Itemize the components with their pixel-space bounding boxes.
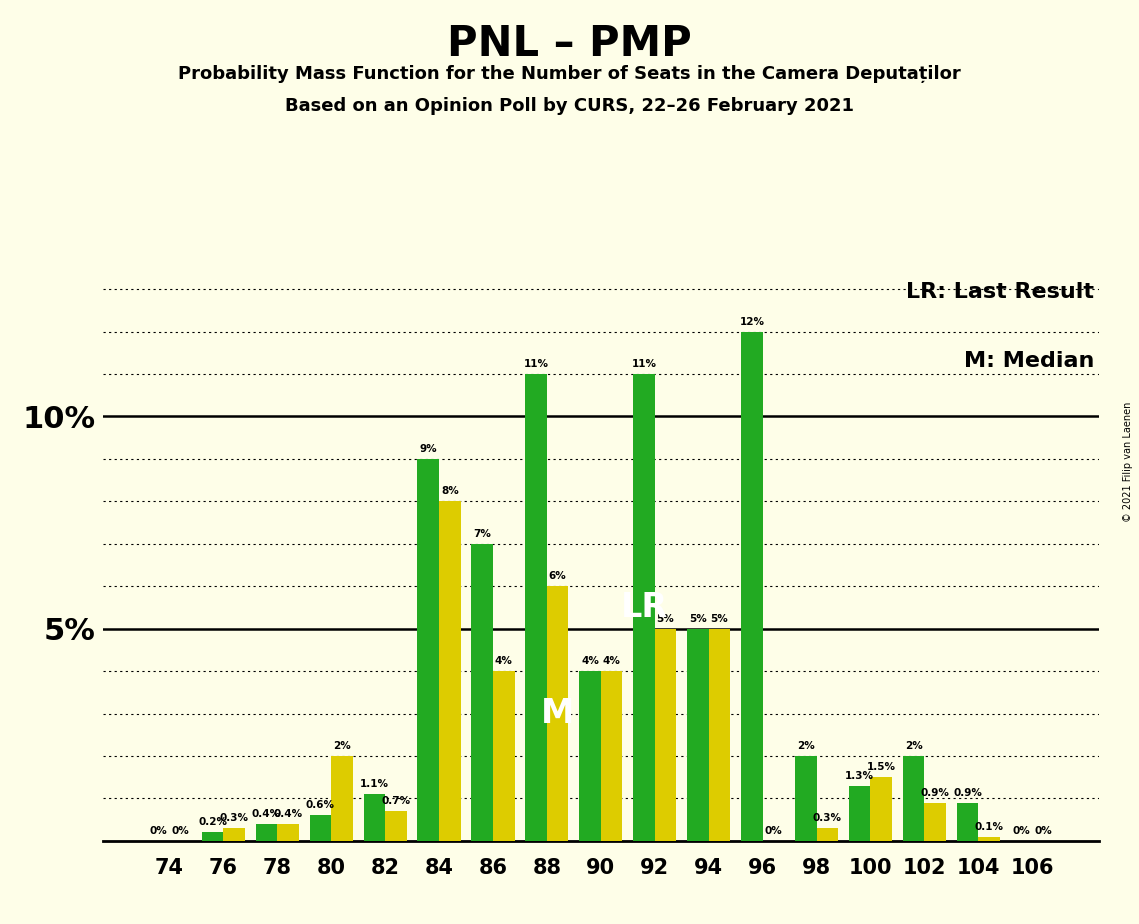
Text: 0%: 0% [1013,826,1031,835]
Text: 0.7%: 0.7% [382,796,410,806]
Text: 5%: 5% [711,614,728,624]
Text: 0.2%: 0.2% [198,817,227,827]
Text: 0.4%: 0.4% [252,808,281,819]
Bar [472,544,493,841]
Bar [385,811,407,841]
Text: 7%: 7% [473,529,491,539]
Text: 4%: 4% [603,656,621,666]
Bar [925,803,947,841]
Text: 0.3%: 0.3% [220,813,248,823]
Text: 11%: 11% [631,359,656,369]
Text: PNL – PMP: PNL – PMP [448,23,691,65]
Bar [439,502,460,841]
Text: 1.3%: 1.3% [845,771,875,781]
Text: 2%: 2% [904,741,923,751]
Text: Probability Mass Function for the Number of Seats in the Camera Deputaților: Probability Mass Function for the Number… [178,65,961,82]
Bar [978,836,1000,841]
Text: 0%: 0% [764,826,782,835]
Bar [363,794,385,841]
Text: 9%: 9% [419,444,437,454]
Text: 0%: 0% [149,826,167,835]
Text: 0.6%: 0.6% [306,800,335,810]
Bar [870,777,892,841]
Bar [255,824,277,841]
Bar [817,828,838,841]
Bar [547,586,568,841]
Bar [223,828,245,841]
Text: LR: LR [621,591,667,624]
Text: 0.9%: 0.9% [953,787,982,797]
Text: 8%: 8% [441,486,459,496]
Text: 0%: 0% [1034,826,1052,835]
Bar [795,756,817,841]
Bar [202,833,223,841]
Text: 0.4%: 0.4% [273,808,303,819]
Bar [849,785,870,841]
Text: 6%: 6% [549,571,566,581]
Bar [277,824,298,841]
Bar [633,374,655,841]
Text: 2%: 2% [797,741,814,751]
Text: 1.5%: 1.5% [867,762,895,772]
Text: 11%: 11% [524,359,549,369]
Text: M: Median: M: Median [964,351,1095,371]
Text: 12%: 12% [739,317,764,326]
Bar [687,628,708,841]
Bar [580,671,601,841]
Bar [741,332,763,841]
Bar [655,628,677,841]
Text: 2%: 2% [333,741,351,751]
Text: 4%: 4% [581,656,599,666]
Bar [493,671,515,841]
Text: Based on an Opinion Poll by CURS, 22–26 February 2021: Based on an Opinion Poll by CURS, 22–26 … [285,97,854,115]
Bar [957,803,978,841]
Text: 5%: 5% [689,614,707,624]
Bar [310,815,331,841]
Text: 0.9%: 0.9% [920,787,950,797]
Text: LR: Last Result: LR: Last Result [907,283,1095,302]
Bar [601,671,622,841]
Text: 0.1%: 0.1% [975,821,1003,832]
Bar [418,459,439,841]
Text: © 2021 Filip van Laenen: © 2021 Filip van Laenen [1123,402,1132,522]
Text: 1.1%: 1.1% [360,779,388,789]
Text: 4%: 4% [494,656,513,666]
Text: M: M [541,697,574,730]
Bar [708,628,730,841]
Text: 0%: 0% [171,826,189,835]
Bar [525,374,547,841]
Bar [331,756,353,841]
Bar [903,756,925,841]
Text: 0.3%: 0.3% [813,813,842,823]
Text: 5%: 5% [657,614,674,624]
